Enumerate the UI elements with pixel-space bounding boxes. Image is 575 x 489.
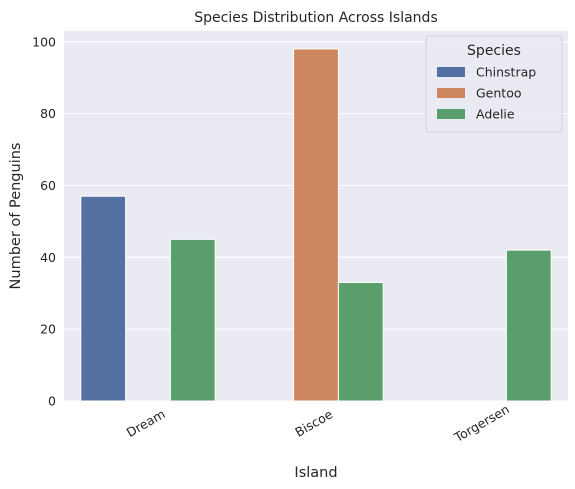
y-tick-label: 80 [40,106,56,121]
chart-title: Species Distribution Across Islands [194,10,437,26]
legend-swatch-gentoo [437,88,465,98]
y-tick-label: 60 [40,178,56,193]
bars [80,48,552,402]
y-tick-labels: 0 20 40 60 80 100 [32,34,56,408]
x-tick-label: Torgersen [451,401,512,445]
legend-swatch-adelie [437,109,465,119]
legend-box [425,35,563,133]
bar-adelie-dream [169,238,216,402]
y-tick-label: 0 [48,394,56,409]
legend-label-adelie: Adelie [476,107,515,122]
x-tick-label: Biscoe [292,406,335,440]
bar-adelie-biscoe [337,281,384,402]
x-tick-labels: Dream Biscoe Torgersen [124,401,512,445]
x-axis-label: Island [294,465,337,481]
y-tick-label: 100 [32,34,56,49]
bar-chinstrap-dream [80,195,127,402]
y-tick-label: 20 [40,322,56,337]
bar-gentoo-biscoe [293,48,339,402]
legend-title: Species [467,43,521,59]
bar-adelie-torgersen [505,249,552,402]
legend-label-chinstrap: Chinstrap [476,65,536,80]
legend-label-gentoo: Gentoo [476,86,522,101]
y-axis-label: Number of Penguins [8,143,24,290]
x-tick-label: Dream [124,406,168,440]
legend-swatch-chinstrap [437,67,465,77]
y-tick-label: 40 [40,250,56,265]
legend: Species Chinstrap Gentoo Adelie [425,35,563,133]
